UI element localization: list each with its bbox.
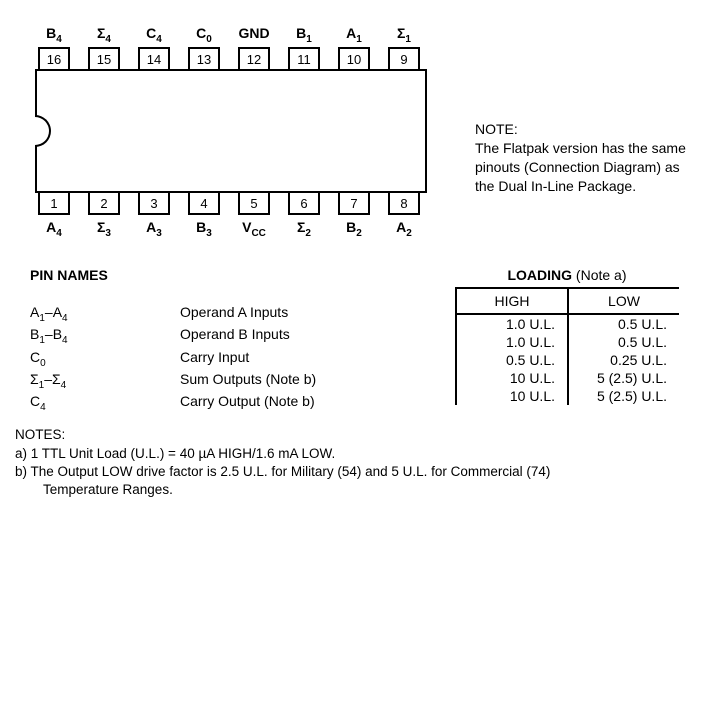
- pin-description-row: C4Carry Output (Note b): [30, 392, 455, 414]
- loading-title: LOADING (Note a): [455, 267, 679, 283]
- loading-header: HIGH: [456, 288, 568, 314]
- pin-label: Σ4: [97, 25, 111, 43]
- pin-label: B4: [46, 25, 62, 43]
- pin-description-row: A1–A4Operand A Inputs: [30, 303, 455, 325]
- loading-row: 10 U.L.5 (2.5) U.L.: [456, 387, 679, 405]
- pin-label: A1: [346, 25, 362, 43]
- chip-notch: [35, 115, 51, 147]
- pin-label: A2: [396, 219, 412, 237]
- pin-label: A4: [46, 219, 62, 237]
- pin-label: GND: [238, 25, 269, 43]
- note-b-line1: b) The Output LOW drive factor is 2.5 U.…: [15, 463, 705, 481]
- pin-label: A3: [146, 219, 162, 237]
- note-b-line2: Temperature Ranges.: [15, 481, 705, 499]
- pin-number: 6: [288, 191, 320, 215]
- side-note: NOTE: The Flatpak version has the same p…: [475, 120, 695, 196]
- loading-section: LOADING (Note a) HIGHLOW 1.0 U.L.0.5 U.L…: [455, 267, 679, 414]
- pin-label: B2: [346, 219, 362, 237]
- notes-title: NOTES:: [15, 426, 705, 444]
- side-note-title: NOTE:: [475, 120, 695, 139]
- pin-description-row: B1–B4Operand B Inputs: [30, 325, 455, 347]
- bottom-pin-row: 1 A4 2 Σ3 3 A3 4 B3 5 VCC 6 Σ2 7 B2 8 A2: [35, 191, 435, 237]
- pin-number: 14: [138, 47, 170, 71]
- pin-number: 16: [38, 47, 70, 71]
- pin-number: 4: [188, 191, 220, 215]
- pin-number: 11: [288, 47, 320, 71]
- top-pin-row: B4 16 Σ4 15 C4 14 C0 13 GND 12 B1 11 A1 10 Σ1 9: [35, 25, 435, 71]
- pin-label: C0: [196, 25, 212, 43]
- pin-number: 8: [388, 191, 420, 215]
- pin-names-section: PIN NAMES A1–A4Operand A InputsB1–B4Oper…: [15, 267, 455, 414]
- pin-label: Σ3: [97, 219, 111, 237]
- chip-body: [35, 69, 427, 193]
- loading-row: 10 U.L.5 (2.5) U.L.: [456, 369, 679, 387]
- side-note-text: The Flatpak version has the same pinouts…: [475, 139, 695, 196]
- pin-number: 1: [38, 191, 70, 215]
- pin-number: 2: [88, 191, 120, 215]
- pin-label: B1: [296, 25, 312, 43]
- pin-number: 3: [138, 191, 170, 215]
- loading-header: LOW: [568, 288, 679, 314]
- pin-number: 5: [238, 191, 270, 215]
- pin-description-row: C0Carry Input: [30, 348, 455, 370]
- loading-row: 1.0 U.L.0.5 U.L.: [456, 333, 679, 351]
- pin-number: 12: [238, 47, 270, 71]
- pin-number: 9: [388, 47, 420, 71]
- loading-row: 0.5 U.L.0.25 U.L.: [456, 351, 679, 369]
- loading-table: HIGHLOW 1.0 U.L.0.5 U.L.1.0 U.L.0.5 U.L.…: [455, 287, 679, 405]
- pin-label: VCC: [242, 219, 266, 237]
- pin-description-row: Σ1–Σ4Sum Outputs (Note b): [30, 370, 455, 392]
- loading-row: 1.0 U.L.0.5 U.L.: [456, 314, 679, 333]
- pin-number: 7: [338, 191, 370, 215]
- pin-number: 13: [188, 47, 220, 71]
- note-a: a) 1 TTL Unit Load (U.L.) = 40 µA HIGH/1…: [15, 445, 705, 463]
- pin-number: 10: [338, 47, 370, 71]
- pin-label: Σ1: [397, 25, 411, 43]
- bottom-notes: NOTES: a) 1 TTL Unit Load (U.L.) = 40 µA…: [15, 426, 705, 499]
- pin-names-title: PIN NAMES: [30, 267, 455, 283]
- pin-number: 15: [88, 47, 120, 71]
- pin-label: C4: [146, 25, 162, 43]
- pin-label: Σ2: [297, 219, 311, 237]
- dip-package-diagram: B4 16 Σ4 15 C4 14 C0 13 GND 12 B1 11 A1 10 Σ1 9 1 A4 2 Σ3 3…: [35, 25, 435, 237]
- pin-label: B3: [196, 219, 212, 237]
